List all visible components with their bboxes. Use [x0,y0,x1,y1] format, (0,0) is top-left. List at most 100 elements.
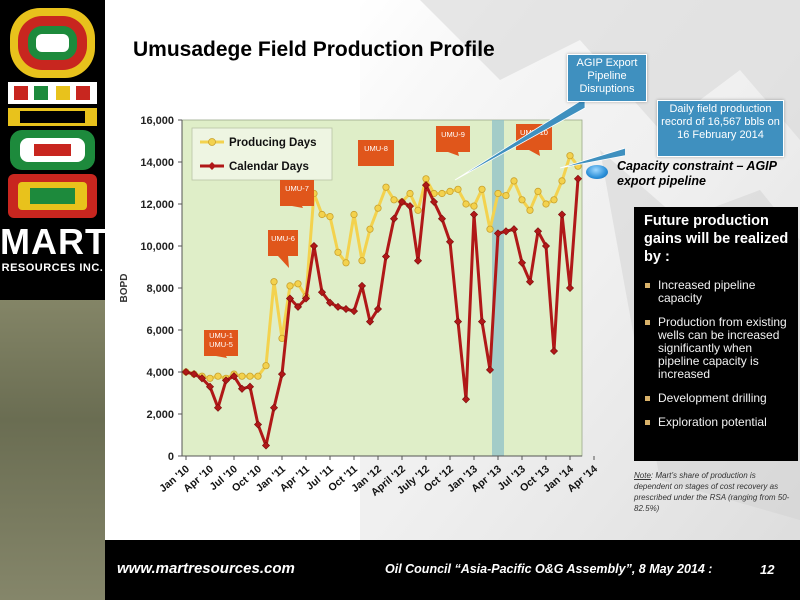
data-point-producing-days [494,189,502,198]
data-point-producing-days [374,204,382,212]
data-point-producing-days [462,200,470,208]
well-label-box [268,230,298,256]
production-share-note: Note: Mart’s share of production is depe… [634,470,794,514]
record-callout-pointer [559,147,625,169]
data-point-calendar-days [573,174,583,183]
data-point-producing-days [422,175,430,183]
agip-callout-pointer [454,97,586,181]
logo-mark-icon [4,4,101,222]
legend-label: Producing Days [229,137,317,149]
data-point-calendar-days [245,382,255,391]
well-label-pointer [278,256,289,268]
y-tick-label: 4,000 [146,367,174,379]
y-tick-label: 12,000 [140,199,174,211]
well-label-pointer [529,150,540,156]
data-point-producing-days [214,372,222,380]
data-point-calendar-days [565,283,575,293]
legend-marker [208,138,216,146]
data-point-calendar-days [421,181,431,190]
data-point-calendar-days [229,372,239,381]
y-axis-label: BOPD [119,274,130,303]
note-label: Note [634,471,651,480]
note-text: : Mart’s share of production is dependen… [634,471,790,513]
company-logo: MART RESOURCES INC. [0,0,108,300]
data-point-calendar-days [205,382,215,391]
well-label-box [204,330,238,356]
well-label-box [280,180,314,206]
legend-label: Calendar Days [229,161,309,173]
slide-title: Umusadege Field Production Profile [133,38,495,61]
data-point-calendar-days [485,365,495,374]
data-point-producing-days [358,257,366,265]
data-point-producing-days [518,196,526,204]
well-label-pointer [292,206,303,208]
data-point-producing-days [246,372,254,380]
data-point-calendar-days [213,403,223,412]
data-point-producing-days [406,189,414,198]
data-point-calendar-days [237,384,247,393]
data-point-calendar-days [525,277,535,286]
data-point-producing-days [390,196,398,204]
well-label-box [358,140,394,166]
data-point-calendar-days [533,227,543,236]
well-label-text: UMU-9 [441,130,465,139]
data-point-calendar-days [253,420,263,429]
data-point-producing-days [262,362,270,370]
footer-bar: www.martresources.com Oil Council “Asia-… [105,540,800,600]
legend-box [191,127,333,181]
well-label-box [436,126,470,152]
data-point-producing-days [286,282,294,290]
data-point-producing-days [254,372,262,380]
y-tick-label: 6,000 [146,325,174,337]
data-point-producing-days [206,374,214,382]
future-item: Increased pipeline capacity [644,279,796,305]
data-point-producing-days [486,225,494,233]
data-point-calendar-days [277,370,287,379]
data-point-calendar-days [341,304,351,314]
data-point-calendar-days [269,403,279,412]
legend-marker [208,162,216,170]
data-point-producing-days [270,278,278,286]
data-point-calendar-days [453,317,463,326]
data-point-producing-days [318,210,326,219]
y-tick-label: 2,000 [146,409,174,421]
data-point-calendar-days [389,214,399,223]
data-point-calendar-days [325,298,335,307]
well-label-text: UMU-1 [209,331,233,340]
data-point-calendar-days [373,304,383,314]
data-point-calendar-days [517,258,527,267]
data-point-producing-days [414,206,422,214]
data-point-calendar-days [261,441,271,450]
data-point-calendar-days [221,376,231,385]
data-point-calendar-days [309,241,319,251]
well-label-pointer [448,152,459,156]
production-chart: 0 2,000 4,000 6,000 8,000 10,000 12,000 14,000 1… [119,97,625,499]
y-tick-label: 14,000 [140,157,174,169]
data-point-calendar-days [541,241,551,251]
data-point-calendar-days [365,317,375,326]
data-point-calendar-days [333,302,343,311]
y-tick-label: 16,000 [140,115,174,127]
data-point-producing-days [326,213,334,221]
page-number: 12 [760,562,775,577]
data-point-calendar-days [445,237,455,246]
data-point-calendar-days [301,294,311,303]
data-point-producing-days [550,196,558,204]
well-label-text: UMU-7 [285,184,309,193]
data-point-calendar-days [469,210,479,219]
future-production-box: Future production gains will be realized… [634,207,798,461]
well-label-text: UMU-6 [271,234,295,243]
data-point-producing-days [294,280,302,288]
logo-name: MART [0,221,108,262]
data-point-producing-days [510,177,518,185]
data-point-calendar-days [501,227,511,236]
data-point-calendar-days [397,197,407,206]
data-point-producing-days [470,202,478,210]
well-label-text: UMU-8 [364,144,388,153]
footer-url: www.martresources.com [117,560,295,577]
data-point-producing-days [526,206,534,214]
y-tick-label: 8,000 [146,283,174,295]
data-point-producing-days [454,185,462,193]
future-list: Increased pipeline capacity Production f… [644,279,796,440]
y-tick-label: 0 [168,451,174,463]
